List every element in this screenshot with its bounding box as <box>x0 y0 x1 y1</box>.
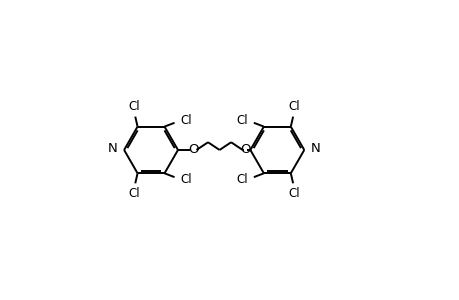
Text: Cl: Cl <box>287 187 299 200</box>
Text: Cl: Cl <box>236 114 248 127</box>
Text: Cl: Cl <box>129 100 140 113</box>
Text: Cl: Cl <box>179 173 191 186</box>
Text: N: N <box>108 142 118 155</box>
Text: N: N <box>310 142 319 155</box>
Text: Cl: Cl <box>129 187 140 200</box>
Text: Cl: Cl <box>179 114 191 127</box>
Text: O: O <box>240 143 251 157</box>
Text: Cl: Cl <box>287 100 299 113</box>
Text: Cl: Cl <box>236 173 248 186</box>
Text: O: O <box>188 143 198 157</box>
